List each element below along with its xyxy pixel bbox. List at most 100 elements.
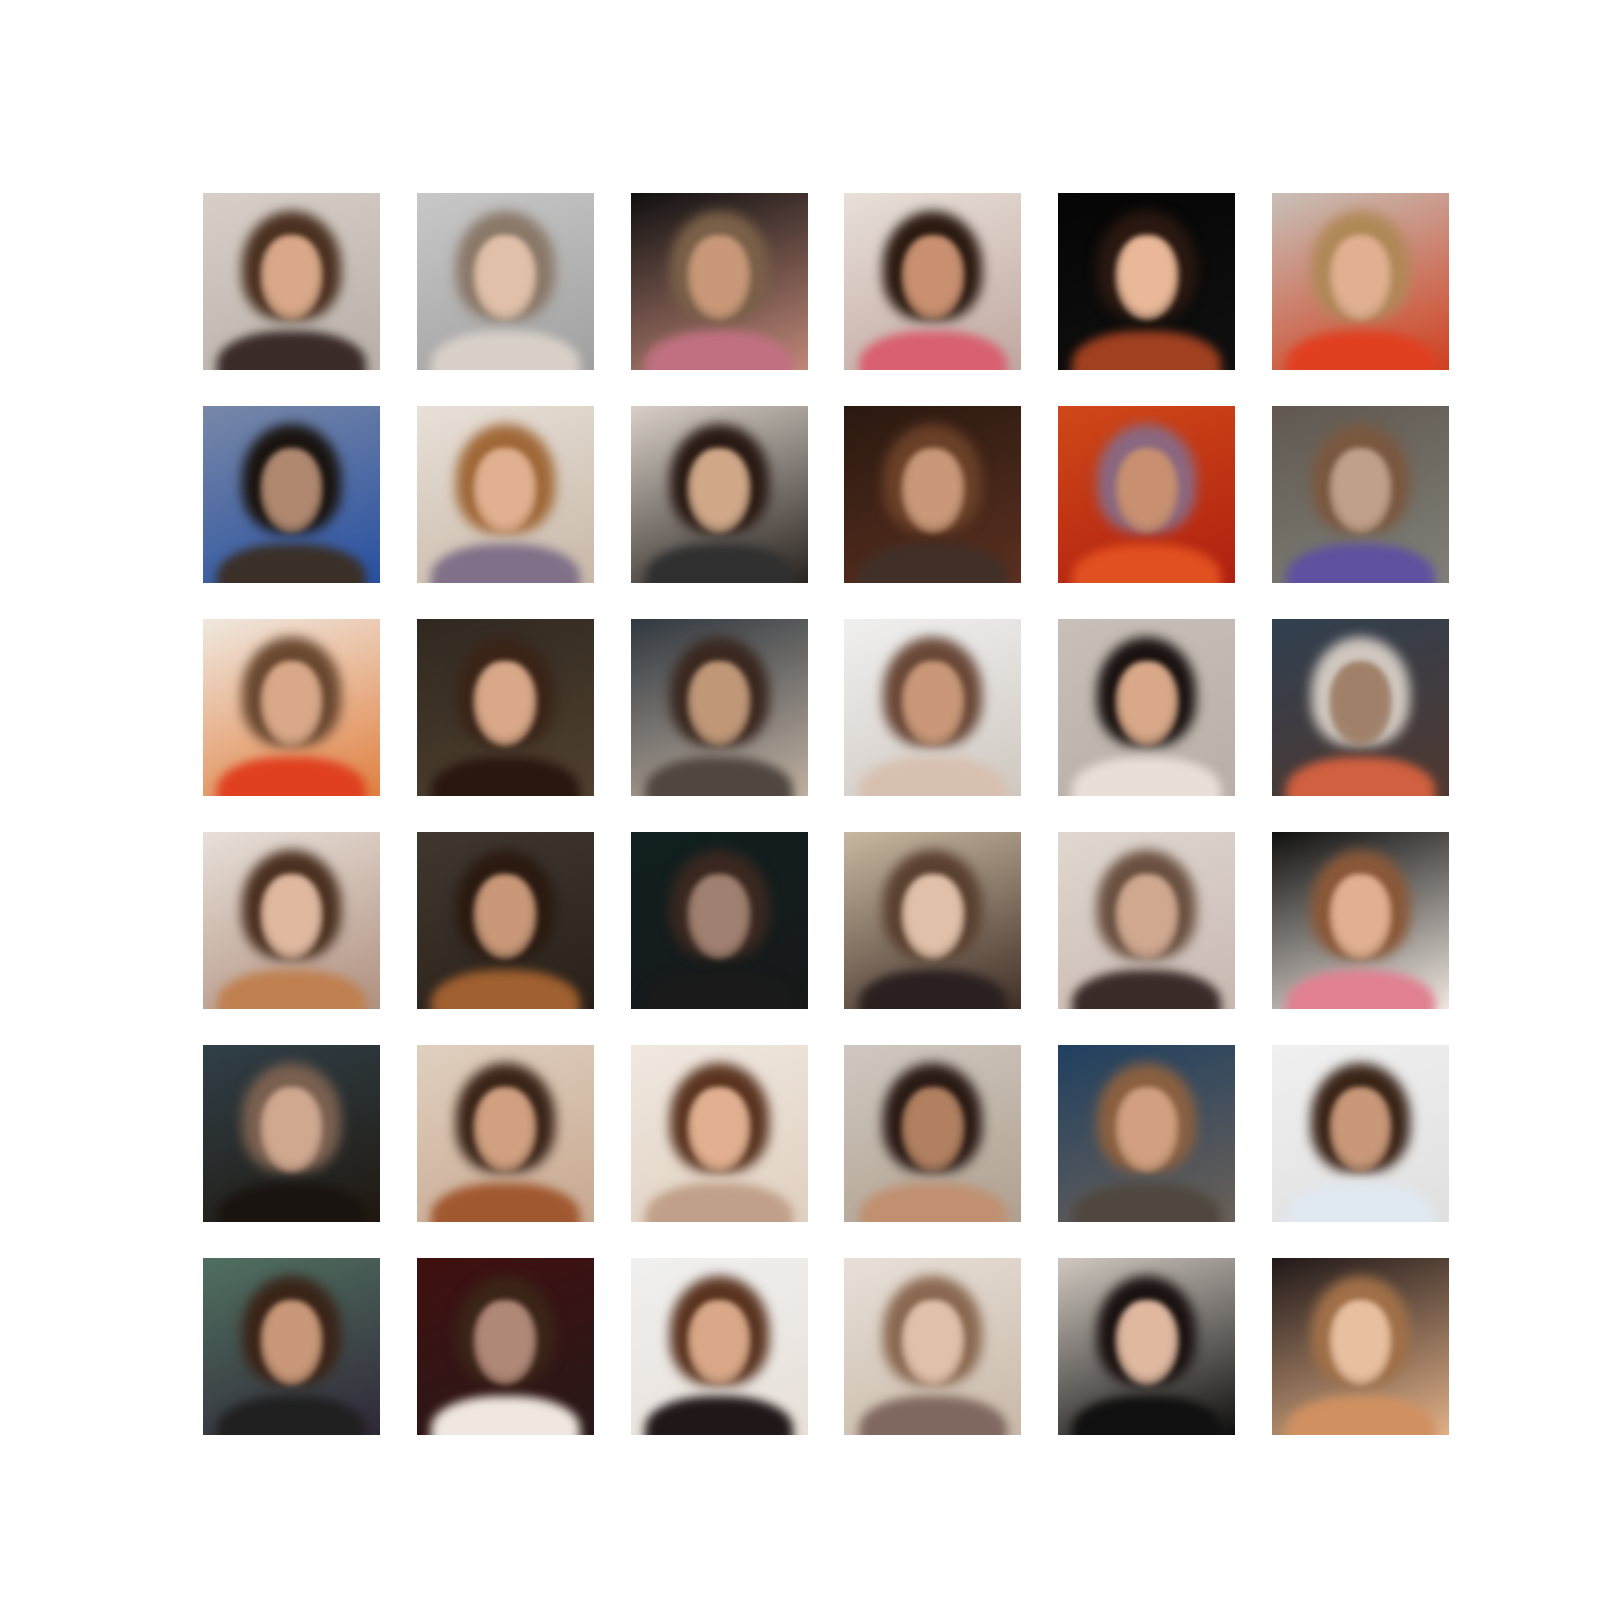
sample-shoulders — [1072, 970, 1222, 1009]
sample-shoulders — [858, 1396, 1008, 1435]
face-sample-image — [1271, 1045, 1449, 1222]
sample-face — [473, 1300, 538, 1386]
face-sample-image — [844, 193, 1022, 370]
sample-shoulders — [217, 1183, 366, 1222]
sample-face — [473, 661, 538, 747]
sample-face — [473, 874, 538, 960]
face-sample-image — [844, 619, 1022, 796]
sample-face — [1328, 235, 1393, 321]
face-sample-image — [630, 832, 808, 1009]
sample-face — [259, 1087, 324, 1173]
sample-shoulders — [858, 331, 1008, 370]
sample-shoulders — [430, 757, 580, 796]
face-sample-image — [416, 193, 594, 370]
sample-face — [687, 874, 751, 960]
sample-shoulders — [644, 757, 794, 796]
sample-face — [901, 1087, 965, 1173]
face-sample-image — [630, 193, 808, 370]
sample-face — [259, 235, 324, 321]
sample-face — [1328, 1087, 1393, 1173]
sample-shoulders — [1072, 1396, 1222, 1435]
face-sample-image — [630, 619, 808, 796]
face-sample-image — [203, 619, 380, 796]
face-sample-image — [1058, 1045, 1236, 1222]
sample-face — [687, 235, 751, 321]
face-sample-image — [1271, 406, 1449, 583]
sample-face — [1328, 874, 1393, 960]
sample-face — [687, 448, 751, 534]
sample-shoulders — [644, 331, 794, 370]
face-sample-image — [630, 1258, 808, 1435]
face-sample-image — [1058, 1258, 1236, 1435]
sample-shoulders — [858, 544, 1008, 583]
face-sample-image — [1058, 619, 1236, 796]
face-sample-image — [844, 1258, 1022, 1435]
sample-face — [259, 448, 324, 534]
sample-shoulders — [1286, 1183, 1435, 1222]
face-sample-image — [844, 832, 1022, 1009]
sample-shoulders — [858, 757, 1008, 796]
sample-face — [473, 235, 538, 321]
sample-face — [687, 1300, 751, 1386]
face-sample-image — [416, 832, 594, 1009]
sample-shoulders — [1286, 757, 1435, 796]
face-sample-image — [203, 1045, 380, 1222]
sample-face — [687, 661, 751, 747]
sample-shoulders — [217, 331, 366, 370]
sample-shoulders — [430, 1396, 580, 1435]
face-sample-image — [844, 406, 1022, 583]
sample-face — [901, 235, 965, 321]
sample-shoulders — [1286, 970, 1435, 1009]
face-sample-image — [630, 1045, 808, 1222]
face-sample-image — [1271, 1258, 1449, 1435]
sample-face — [901, 874, 965, 960]
sample-shoulders — [217, 544, 366, 583]
sample-face — [1328, 448, 1393, 534]
sample-shoulders — [858, 970, 1008, 1009]
sample-face — [901, 661, 965, 747]
sample-face — [259, 874, 324, 960]
face-sample-image — [203, 193, 380, 370]
sample-face — [1328, 661, 1393, 747]
sample-shoulders — [858, 1183, 1008, 1222]
sample-face — [1114, 1300, 1179, 1386]
face-sample-image — [1058, 193, 1236, 370]
sample-face — [1114, 235, 1179, 321]
sample-shoulders — [1072, 1183, 1222, 1222]
sample-shoulders — [644, 544, 794, 583]
sample-face — [1328, 1300, 1393, 1386]
face-sample-image — [203, 1258, 380, 1435]
sample-shoulders — [430, 970, 580, 1009]
sample-shoulders — [644, 1183, 794, 1222]
sample-face — [1114, 874, 1179, 960]
sample-shoulders — [1072, 544, 1222, 583]
sample-shoulders — [217, 970, 366, 1009]
face-sample-image — [1058, 406, 1236, 583]
sample-face — [259, 1300, 324, 1386]
face-sample-image — [203, 832, 380, 1009]
sample-face — [901, 448, 965, 534]
sample-face — [1114, 448, 1179, 534]
sample-shoulders — [644, 1396, 794, 1435]
sample-face — [901, 1300, 965, 1386]
sample-shoulders — [430, 1183, 580, 1222]
face-sample-image — [630, 406, 808, 583]
face-sample-image — [1271, 832, 1449, 1009]
sample-face — [259, 661, 324, 747]
sample-shoulders — [1286, 544, 1435, 583]
face-sample-image — [416, 1045, 594, 1222]
sample-face — [473, 1087, 538, 1173]
sample-face — [1114, 1087, 1179, 1173]
sample-face — [473, 448, 538, 534]
sample-shoulders — [430, 331, 580, 370]
face-sample-image — [844, 1045, 1022, 1222]
sample-face — [687, 1087, 751, 1173]
sample-shoulders — [1072, 331, 1222, 370]
sample-face — [1114, 661, 1179, 747]
sample-shoulders — [1072, 757, 1222, 796]
sample-shoulders — [644, 970, 794, 1009]
sample-shoulders — [217, 757, 366, 796]
face-sample-image — [416, 619, 594, 796]
face-sample-image — [1058, 832, 1236, 1009]
face-sample-image — [416, 1258, 594, 1435]
